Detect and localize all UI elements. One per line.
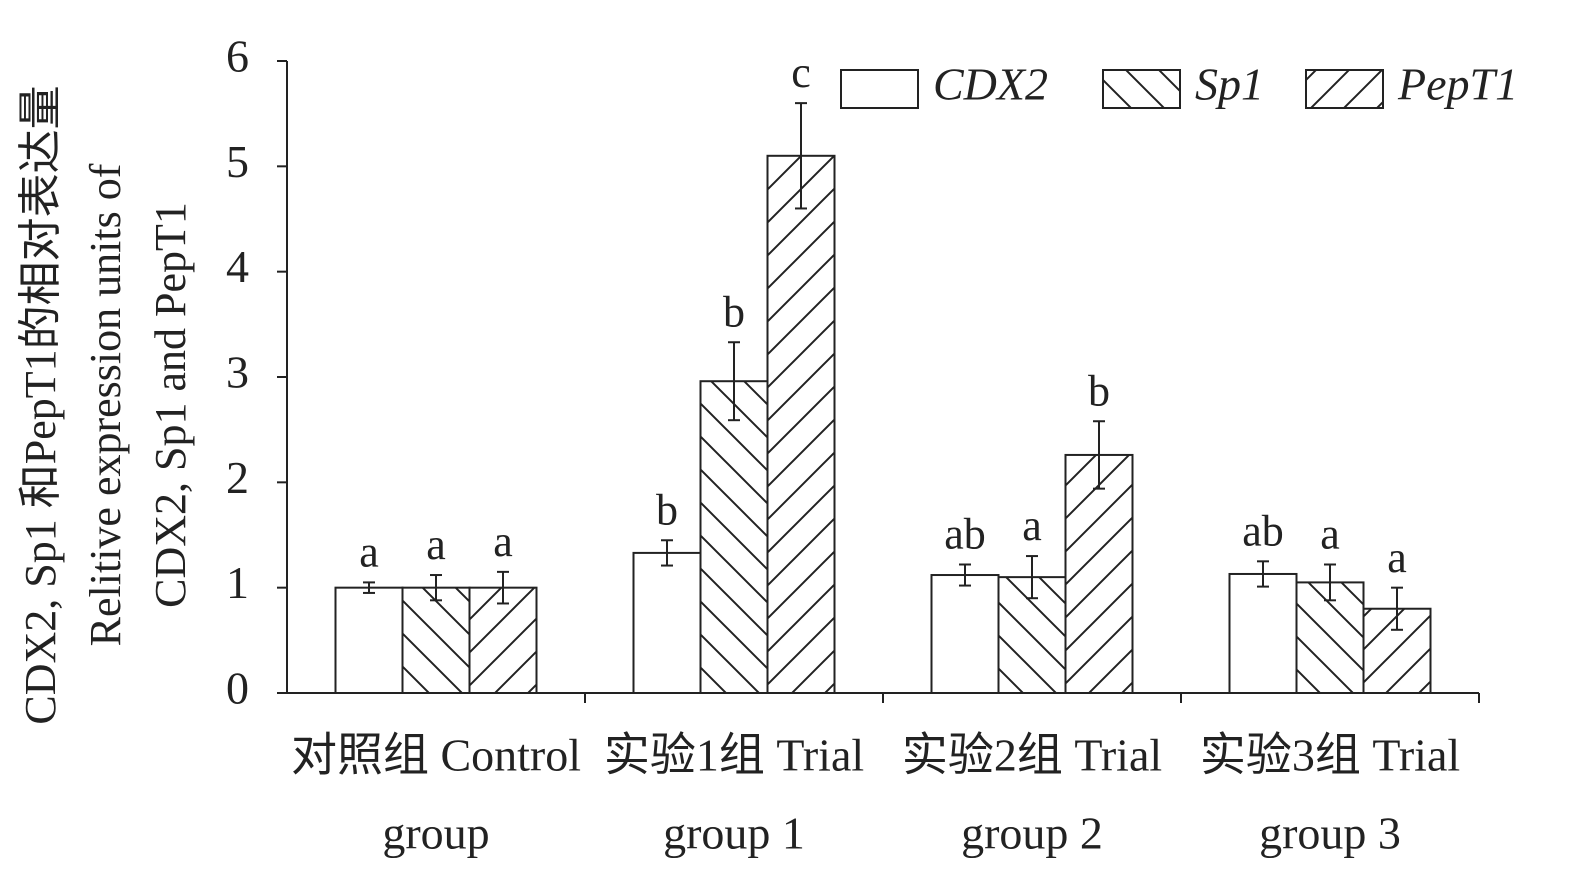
y-axis-title: CDX2, Sp1 和PepT1的相对表达量 Relitive expressio… bbox=[16, 85, 195, 724]
bar bbox=[766, 154, 836, 695]
legend-swatch bbox=[1102, 69, 1181, 109]
y-tick-label: 0 bbox=[226, 663, 249, 714]
significance-letter: b bbox=[656, 485, 678, 534]
significance-letter: c bbox=[791, 48, 811, 97]
x-tick-label: 实验2组 Trial bbox=[902, 730, 1162, 781]
x-tick-label: group bbox=[382, 808, 489, 859]
error-bar bbox=[1391, 586, 1403, 631]
y-axis-title-line: CDX2, Sp1 and PepT1 bbox=[146, 202, 195, 608]
bar bbox=[699, 380, 769, 694]
significance-letter: a bbox=[493, 517, 513, 566]
y-axis-title-line: CDX2, Sp1 和PepT1的相对表达量 bbox=[16, 85, 65, 724]
y-tick-label: 4 bbox=[226, 241, 249, 292]
legend-swatch bbox=[1305, 69, 1384, 109]
significance-letter: a bbox=[426, 520, 446, 569]
bar bbox=[1228, 572, 1298, 694]
significance-letter: a bbox=[359, 527, 379, 576]
error-bar bbox=[795, 102, 807, 210]
error-bar bbox=[1324, 563, 1336, 602]
x-tick-label: group 3 bbox=[1259, 808, 1401, 859]
significance-letter: ab bbox=[1242, 506, 1284, 555]
error-bar bbox=[1093, 420, 1105, 490]
bar bbox=[401, 586, 471, 695]
significance-letter: ab bbox=[944, 510, 986, 559]
significance-letter: a bbox=[1320, 510, 1340, 559]
error-bar bbox=[1257, 560, 1269, 588]
y-axis-title-line: Relitive expression units of bbox=[81, 163, 130, 646]
legend-label: CDX2 bbox=[933, 59, 1048, 110]
y-tick-label: 2 bbox=[226, 452, 249, 503]
error-bar bbox=[959, 563, 971, 587]
error-bar bbox=[497, 570, 509, 605]
y-tick-label: 5 bbox=[226, 136, 249, 187]
bar bbox=[632, 551, 702, 695]
legend-label: Sp1 bbox=[1195, 59, 1264, 110]
x-tick-label: group 2 bbox=[961, 808, 1103, 859]
legend-swatch bbox=[840, 69, 919, 109]
significance-letter: b bbox=[1088, 366, 1110, 415]
legend-label: PepT1 bbox=[1397, 59, 1518, 110]
x-tick-label: group 1 bbox=[663, 808, 805, 859]
y-tick-label: 3 bbox=[226, 347, 249, 398]
bar bbox=[930, 574, 1000, 695]
error-bar bbox=[1026, 555, 1038, 600]
error-bar bbox=[430, 574, 442, 602]
x-tick-label: 实验3组 Trial bbox=[1200, 730, 1460, 781]
y-tick-label: 1 bbox=[226, 557, 249, 608]
error-bar bbox=[728, 341, 740, 422]
significance-letter: b bbox=[723, 287, 745, 336]
error-bar bbox=[363, 581, 375, 594]
bar bbox=[334, 586, 404, 695]
bar bbox=[1064, 453, 1134, 694]
significance-letter: a bbox=[1022, 501, 1042, 550]
significance-letter: a bbox=[1387, 533, 1407, 582]
x-tick-label: 对照组 Control bbox=[291, 730, 581, 781]
y-tick-label: 6 bbox=[226, 31, 249, 82]
error-bar bbox=[661, 539, 673, 567]
x-tick-label: 实验1组 Trial bbox=[604, 730, 864, 781]
